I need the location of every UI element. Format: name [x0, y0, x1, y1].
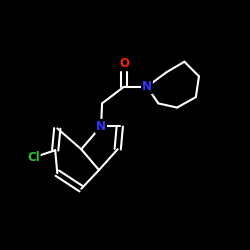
Text: Cl: Cl	[27, 151, 40, 164]
Text: O: O	[119, 57, 129, 70]
Text: N: N	[96, 120, 106, 133]
Text: N: N	[142, 80, 152, 93]
